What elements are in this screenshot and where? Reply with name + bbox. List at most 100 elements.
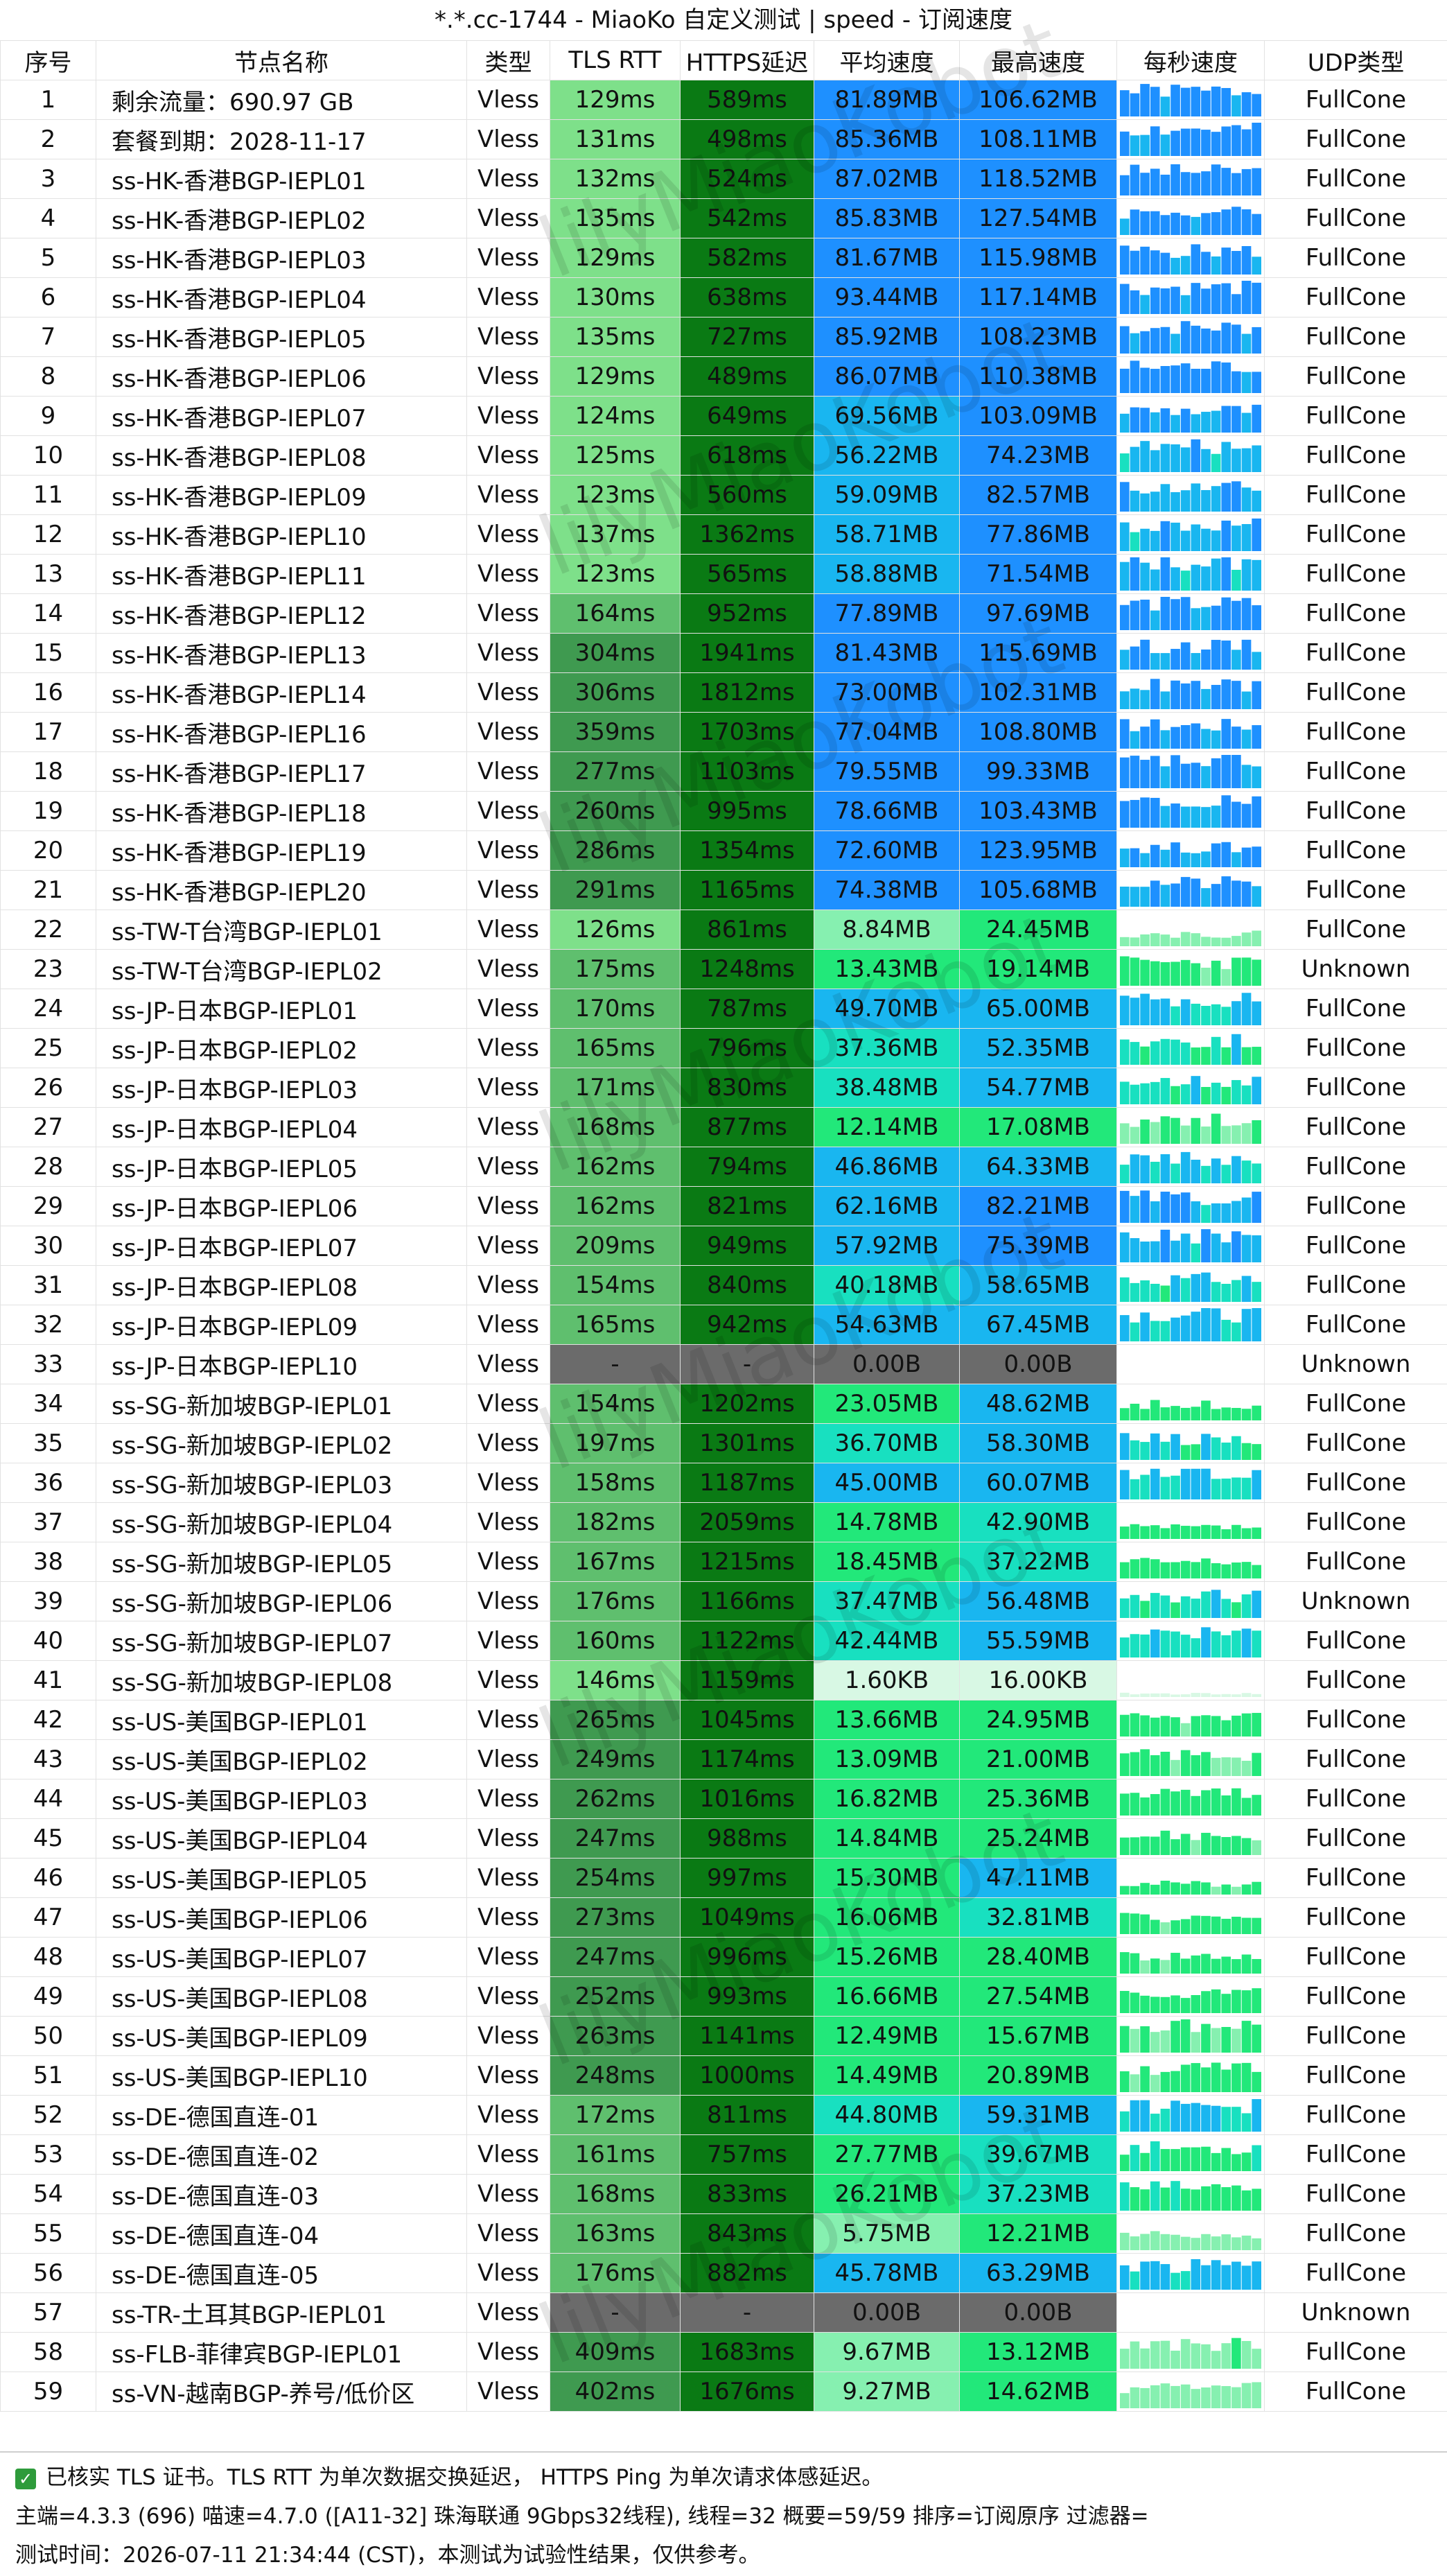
sparkline-bar	[1242, 1443, 1252, 1460]
col-header-https-latency[interactable]: HTTPS延迟	[681, 41, 814, 80]
row-index: 50	[1, 2017, 96, 2056]
col-header-name[interactable]: 节点名称	[96, 41, 467, 80]
avg-speed: 86.07MB	[814, 357, 960, 397]
sparkline-bar	[1201, 689, 1211, 709]
sparkline-bar	[1140, 994, 1150, 1025]
https-latency: 949ms	[681, 1226, 814, 1266]
sparkline-bar	[1231, 372, 1241, 393]
tls-rtt: -	[550, 1345, 681, 1384]
sparkline-bar	[1150, 211, 1160, 235]
col-header-type[interactable]: 类型	[467, 41, 550, 80]
sparkline-bar	[1191, 1956, 1201, 1974]
col-header-max-speed[interactable]: 最高速度	[960, 41, 1117, 80]
sparkline-bar	[1201, 369, 1211, 393]
sparkline-bar	[1130, 2074, 1140, 2092]
col-header-tls-rtt[interactable]: TLS RTT	[550, 41, 681, 80]
sparkline-bar	[1120, 1693, 1130, 1697]
sparkline-bar	[1150, 2261, 1160, 2290]
sparkline-bar	[1221, 842, 1231, 867]
sparkline-bar	[1231, 1694, 1241, 1697]
avg-speed: 93.44MB	[814, 278, 960, 317]
max-speed: 27.54MB	[960, 1977, 1117, 2017]
sparkline-bar	[1252, 2072, 1261, 2092]
col-header-per-second[interactable]: 每秒速度	[1117, 41, 1265, 80]
per-second-sparkline	[1117, 436, 1265, 476]
tls-rtt: 209ms	[550, 1226, 681, 1266]
avg-speed: 54.63MB	[814, 1305, 960, 1345]
node-type: Vless	[467, 2372, 550, 2412]
sparkline-bar	[1252, 327, 1261, 354]
sparkline-bar	[1191, 1915, 1201, 1934]
node-type: Vless	[467, 792, 550, 831]
row-index: 52	[1, 2096, 96, 2135]
sparkline-bar	[1191, 1244, 1201, 1262]
col-header-udp-type[interactable]: UDP类型	[1265, 41, 1447, 80]
udp-type: FullCone	[1265, 594, 1447, 634]
sparkline-bar	[1221, 1320, 1231, 1341]
sparkline-bar	[1221, 2343, 1231, 2369]
col-header-index[interactable]: 序号	[1, 41, 96, 80]
node-name: ss-US-美国BGP-IEPL09	[96, 2017, 467, 2056]
col-header-avg-speed[interactable]: 平均速度	[814, 41, 960, 80]
